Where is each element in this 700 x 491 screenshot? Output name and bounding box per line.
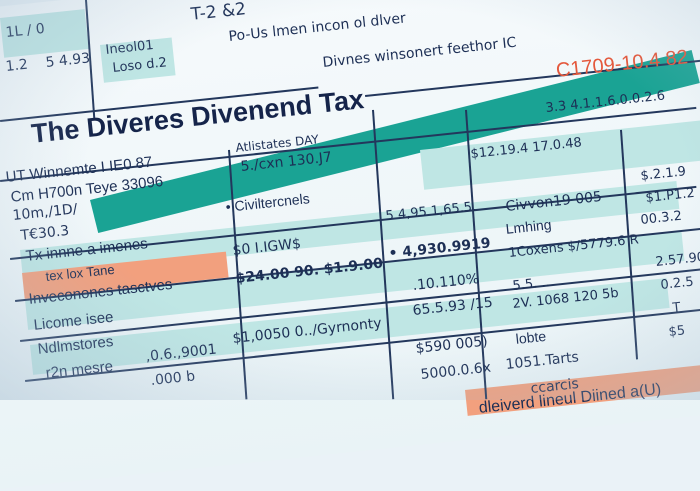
text: lobte: [514, 327, 547, 347]
right-column-value: $5: [667, 323, 686, 340]
right-column-value: T: [671, 300, 682, 316]
text: 1.2: [4, 56, 29, 75]
